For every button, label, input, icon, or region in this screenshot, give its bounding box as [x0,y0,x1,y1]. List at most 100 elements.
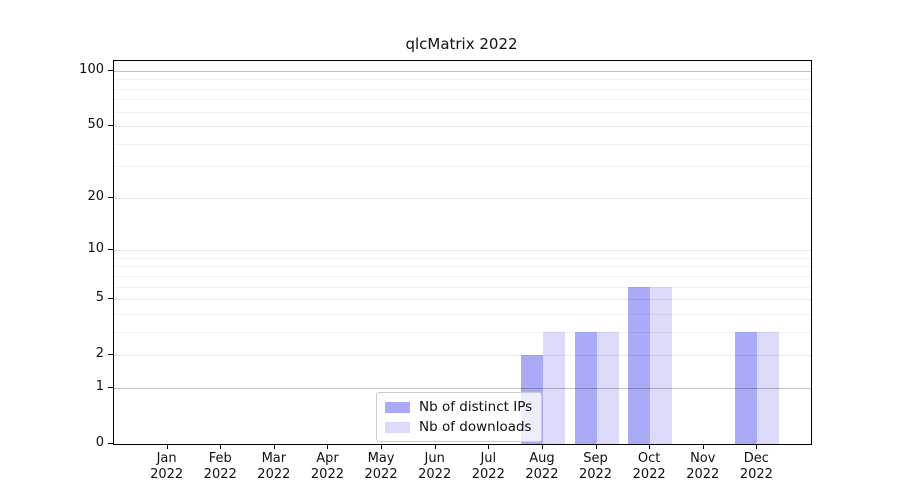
gridline-major [114,299,811,301]
y-tick-label: 2 [95,346,104,362]
gridline-minor [114,313,811,315]
x-axis-tick [327,445,329,449]
x-tick-month: Jul [480,451,497,466]
x-tick-month: Aug [529,451,555,466]
gridline-minor [114,286,811,288]
y-axis-tick [108,298,113,300]
bar-downloads [596,331,619,444]
gridline-minor [114,111,811,113]
x-tick-label: Nov 2022 [673,451,733,483]
y-axis-tick [108,249,113,251]
x-axis-tick [756,445,758,449]
legend-swatch [385,401,410,413]
x-tick-year: 2022 [364,467,398,482]
x-tick-year: 2022 [525,467,559,482]
y-tick-label: 20 [87,188,104,204]
x-tick-year: 2022 [632,467,666,482]
x-tick-year: 2022 [739,467,773,482]
gridline-major [114,71,811,72]
x-tick-month: Apr [316,451,339,466]
y-tick-label: 1 [95,378,104,394]
bar-distinct-ips [735,331,758,444]
legend-label: Nb of distinct IPs [419,399,533,415]
gridline-minor [114,275,811,277]
x-tick-year: 2022 [578,467,613,482]
x-tick-year: 2022 [418,467,452,482]
gridline-minor [114,99,811,101]
x-tick-month: Dec [743,451,769,466]
y-axis-tick [108,354,113,356]
gridline-minor [114,88,811,90]
y-axis-tick [108,196,113,198]
bar-distinct-ips [574,331,597,444]
y-tick-label: 10 [87,241,104,257]
y-axis-tick [108,443,113,444]
x-tick-label: Aug 2022 [512,451,572,483]
gridline-major [114,387,811,389]
y-tick-label: 50 [87,117,104,133]
x-tick-label: Mar 2022 [244,451,304,483]
bar-downloads [542,331,565,444]
y-tick-label: 100 [79,62,104,77]
x-axis-tick [541,445,543,449]
x-tick-month: Mar [261,451,287,466]
x-axis-tick [220,445,222,449]
x-tick-label: Sep 2022 [566,451,626,483]
gridline-minor [114,257,811,259]
x-axis-tick [434,445,436,449]
x-axis-tick [166,445,168,449]
y-axis-tick [108,70,113,71]
bar-distinct-ips [628,286,651,444]
gridline-minor [114,79,811,81]
x-tick-year: 2022 [686,467,720,482]
x-tick-label: Oct 2022 [619,451,679,483]
legend-swatch [385,421,410,433]
x-tick-year: 2022 [310,467,344,482]
x-tick-month: Feb [208,451,232,466]
x-axis-tick [649,445,651,449]
y-tick-label: 5 [95,290,104,306]
x-tick-year: 2022 [150,467,184,482]
gridline-major [114,126,811,128]
chart-title: qlcMatrix 2022 [405,35,518,53]
bar-downloads [650,286,673,444]
x-tick-month: Oct [637,451,661,466]
x-tick-year: 2022 [471,467,505,482]
gridline-major [114,250,811,252]
x-tick-label: Feb 2022 [190,451,250,483]
x-tick-month: Jun [424,451,445,466]
chart-legend: Nb of distinct IPs Nb of downloads [376,392,543,442]
x-tick-month: Nov [690,451,716,466]
x-tick-label: Jul 2022 [458,451,518,483]
y-axis-tick [108,386,113,388]
x-axis-tick [488,445,490,449]
y-axis-tick [108,125,113,127]
plot-area: Nb of distinct IPs Nb of downloads [113,60,812,445]
x-tick-year: 2022 [203,467,237,482]
x-axis-tick [273,445,275,449]
x-tick-label: Jun 2022 [405,451,465,483]
x-tick-month: May [367,451,395,466]
x-axis-tick [595,445,597,449]
x-tick-label: Dec 2022 [726,451,786,483]
gridline-major [114,355,811,357]
x-tick-month: Sep [583,451,608,466]
x-tick-label: May 2022 [351,451,411,483]
legend-label: Nb of downloads [419,419,532,435]
gridline-major [114,197,811,199]
x-tick-month: Jan [156,451,177,466]
gridline-minor [114,166,811,168]
bar-downloads [757,331,780,444]
x-tick-label: Apr 2022 [297,451,357,483]
x-tick-year: 2022 [257,467,291,482]
y-tick-label: 0 [95,435,104,450]
legend-item: Nb of downloads [385,419,532,435]
gridline-minor [114,266,811,268]
x-tick-label: Jan 2022 [137,451,197,483]
gridline-minor [114,331,811,333]
x-axis-tick [381,445,383,449]
gridline-minor [114,143,811,145]
legend-item: Nb of distinct IPs [385,399,532,415]
x-axis-tick [702,445,704,449]
